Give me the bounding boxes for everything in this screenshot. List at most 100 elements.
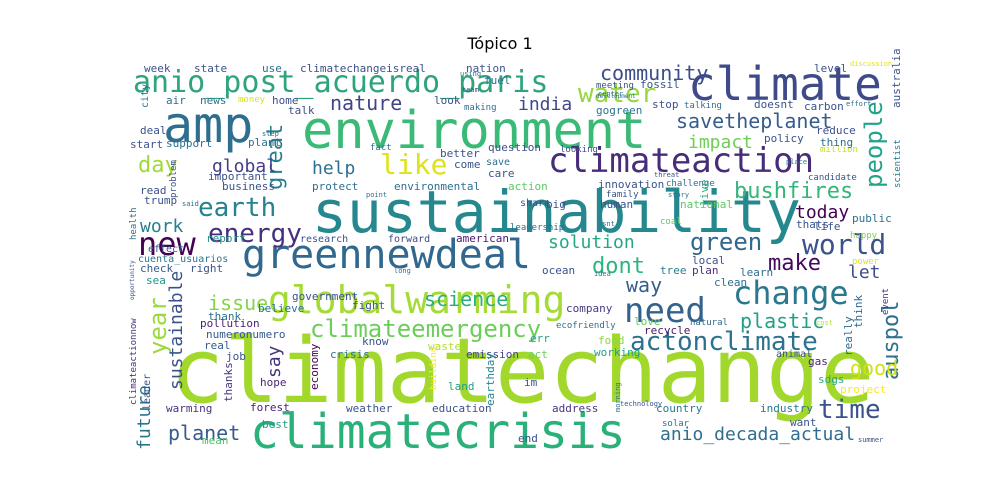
word-air: air: [166, 94, 186, 107]
word-right: right: [190, 262, 223, 275]
word-national: national: [680, 198, 733, 211]
word-make: make: [768, 251, 821, 276]
word-warming: warming: [166, 402, 212, 415]
word-impact: impact: [688, 132, 753, 153]
word-building: building: [429, 347, 439, 390]
word-mean: mean: [202, 434, 229, 447]
word-state: state: [194, 62, 227, 75]
word-problem: problem: [169, 160, 179, 198]
word-support: support: [166, 137, 212, 150]
word-meeting: meeting: [596, 81, 634, 91]
word-time: time: [818, 395, 881, 425]
word-australia: australia: [890, 48, 903, 108]
word-bushfires: bushfires: [734, 179, 853, 204]
word-share: share: [520, 198, 550, 209]
word-money: money: [238, 95, 266, 105]
word-job: job: [226, 350, 246, 363]
word-fossil: fossil: [640, 78, 680, 91]
word-solution: solution: [548, 232, 635, 253]
word-story: story: [668, 191, 689, 199]
word-reduce: reduce: [816, 124, 856, 137]
word-solar: solar: [662, 419, 690, 429]
word-cuenta-usuarios: cuenta_usuarios: [138, 254, 228, 265]
word-let: let: [848, 262, 881, 283]
word-discussion: discussion: [850, 60, 892, 68]
word-anio-decada-actual: anio_decada_actual: [660, 424, 855, 445]
word-long: long: [394, 267, 411, 275]
word-today: today: [795, 202, 849, 223]
word-talking: talking: [684, 101, 722, 111]
word-tree: tree: [660, 264, 687, 277]
word-innovation: innovation: [598, 178, 664, 191]
word-real: real: [204, 339, 231, 352]
word-cost: cost: [816, 319, 833, 327]
word-project: project: [840, 383, 886, 396]
word-public: public: [852, 212, 892, 225]
word-clean: clean: [714, 276, 747, 289]
word-opportunity: opportunity: [129, 260, 136, 300]
word-million: million: [820, 145, 858, 155]
word-looking: looking: [560, 145, 598, 155]
word-step: step: [262, 130, 279, 138]
word-summer: summer: [858, 436, 883, 444]
word-thats: thats: [796, 218, 829, 231]
word-american: american: [456, 232, 509, 245]
word-research: research: [300, 234, 348, 245]
word-way: way: [626, 273, 662, 297]
word-home: home: [272, 94, 299, 107]
word-like: like: [380, 148, 447, 181]
word-stop: stop: [652, 98, 679, 111]
word-great: great: [263, 124, 288, 190]
word-india: india: [518, 94, 572, 115]
figure-title: Tópico 1: [467, 34, 533, 53]
word-ecofriendly: ecofriendly: [556, 321, 616, 331]
word-environment: environment: [302, 101, 646, 161]
word-important: important: [208, 170, 268, 183]
word-actonclimate: actonclimate: [630, 327, 818, 357]
word-hope: hope: [260, 376, 287, 389]
word-report: report: [206, 232, 246, 245]
word-business: business: [222, 180, 275, 193]
word-pollution: pollution: [200, 317, 260, 330]
word-weather: weather: [346, 402, 393, 415]
word-said: said: [182, 200, 199, 208]
word-address: address: [552, 402, 598, 415]
word-plant: plant: [248, 136, 281, 149]
word-effect: effect: [148, 244, 184, 255]
word-world: world: [802, 228, 886, 261]
word-power: power: [852, 257, 880, 267]
word-sea: sea: [146, 274, 166, 287]
word-climatechangeisreal: climatechangeisreal: [300, 62, 426, 75]
word-day: day: [138, 153, 178, 178]
word-crisis: crisis: [330, 348, 370, 361]
word-end: end: [518, 432, 538, 445]
word-food: food: [598, 334, 625, 347]
word-leader: leader: [142, 374, 153, 410]
word-want: want: [790, 416, 817, 429]
word-environmental: environmental: [394, 180, 480, 193]
word-amp: amp: [163, 96, 253, 154]
word-land: land: [448, 380, 475, 393]
word-fuel: fuel: [484, 74, 511, 87]
word-people: people: [860, 101, 888, 188]
word-change: change: [733, 274, 849, 312]
word-event: event: [881, 288, 891, 315]
word-leadership: leadership: [510, 223, 564, 233]
word-gas: gas: [808, 355, 828, 368]
word-idea: idea: [594, 270, 611, 278]
word-need: need: [624, 291, 706, 331]
word-trump: trump: [144, 194, 177, 207]
word-family: family: [606, 190, 639, 200]
word-planet: planet: [168, 421, 240, 445]
word-community: community: [600, 61, 708, 85]
word-level: level: [814, 62, 847, 75]
word-thing: thing: [820, 136, 853, 149]
word-deal: deal: [140, 124, 167, 137]
word-plastic: plastic: [740, 309, 824, 333]
word-fight: fight: [352, 299, 385, 312]
word-place: place: [786, 158, 807, 166]
word-technology: technology: [620, 400, 662, 408]
word-scientist: scientist: [893, 139, 903, 188]
word-week: week: [144, 62, 171, 75]
